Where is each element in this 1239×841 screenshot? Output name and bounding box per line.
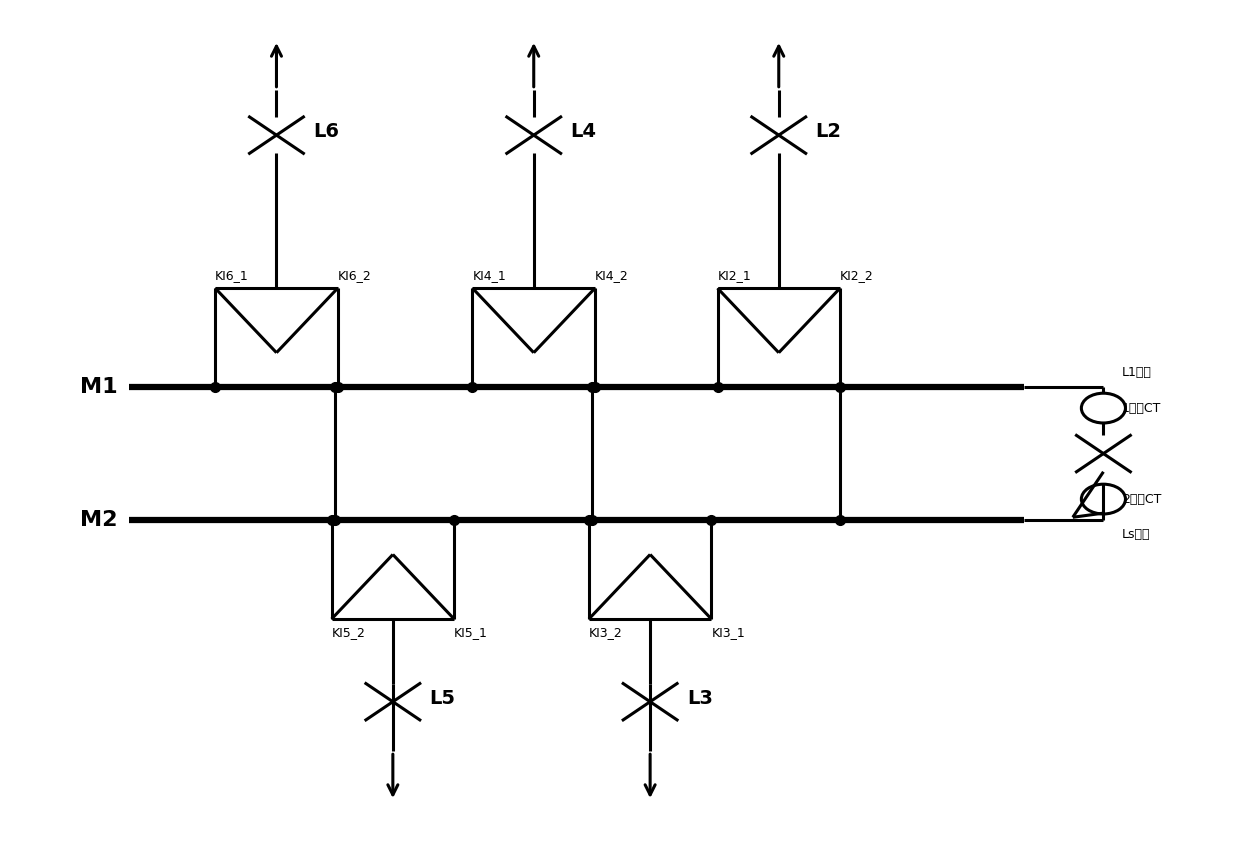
- Text: KI5_2: KI5_2: [332, 626, 366, 638]
- Text: L4: L4: [570, 122, 596, 141]
- Text: KI5_1: KI5_1: [455, 626, 488, 638]
- Text: KI6_2: KI6_2: [338, 268, 372, 282]
- Text: 1母侧CT: 1母侧CT: [1121, 402, 1161, 415]
- Text: KI2_1: KI2_1: [717, 268, 751, 282]
- Text: 2母侧CT: 2母侧CT: [1121, 493, 1161, 505]
- Text: KI6_1: KI6_1: [216, 268, 249, 282]
- Text: KI4_1: KI4_1: [472, 268, 507, 282]
- Text: L6: L6: [313, 122, 339, 141]
- Text: L2: L2: [815, 122, 841, 141]
- Text: L5: L5: [430, 689, 456, 708]
- Text: KI4_2: KI4_2: [595, 268, 628, 282]
- Text: L3: L3: [686, 689, 712, 708]
- Text: L1间隔: L1间隔: [1121, 366, 1152, 379]
- Text: Ls间隔: Ls间隔: [1121, 528, 1150, 541]
- Text: M2: M2: [81, 510, 118, 530]
- Text: KI2_2: KI2_2: [840, 268, 873, 282]
- Text: KI3_2: KI3_2: [589, 626, 623, 638]
- Text: KI3_1: KI3_1: [711, 626, 745, 638]
- Text: M1: M1: [81, 378, 118, 398]
